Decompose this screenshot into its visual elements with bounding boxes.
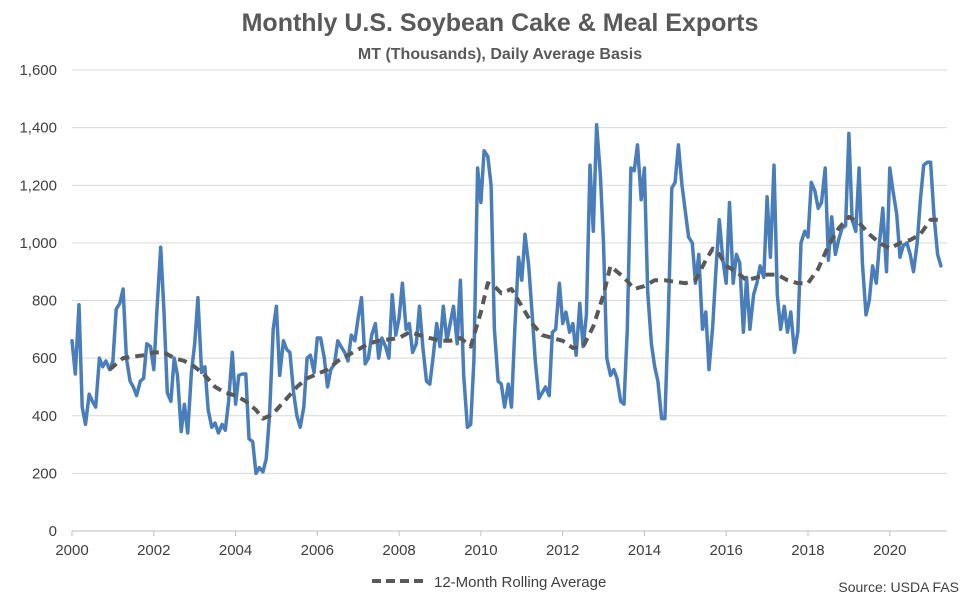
series-line-rolling-average: [108, 214, 941, 421]
x-tick-label: 2000: [55, 542, 88, 559]
y-tick-label: 600: [32, 350, 57, 367]
series-line-monthly-exports: [70, 122, 943, 476]
x-tick-label: 2006: [301, 542, 334, 559]
chart-title: Monthly U.S. Soybean Cake & Meal Exports: [242, 9, 759, 37]
y-tick-label: 1,600: [19, 62, 57, 79]
x-tick-label: 2016: [710, 542, 743, 559]
y-axis-tick-labels: 0 200 400 600 800 1,000 1,200 1,400 1,600: [19, 62, 57, 540]
chart-subtitle: MT (Thousands), Daily Average Basis: [358, 46, 642, 63]
x-tick-label: 2014: [628, 542, 661, 559]
y-tick-label: 1,000: [19, 235, 57, 252]
y-tick-label: 800: [32, 293, 57, 310]
axes: [71, 530, 947, 536]
y-tick-label: 200: [32, 465, 57, 482]
x-tick-label: 2008: [382, 542, 415, 559]
gridlines: [72, 69, 947, 474]
x-axis-tick-labels: 2000 2002 2004 2006 2008 2010 2012 2014 2016 2018…: [55, 542, 906, 559]
legend-label-rolling-average: 12-Month Rolling Average: [434, 574, 606, 591]
data-series: [70, 122, 943, 476]
y-tick-label: 1,200: [19, 177, 57, 194]
y-tick-label: 0: [49, 523, 57, 540]
source-note: Source: USDA FAS: [838, 579, 959, 595]
legend: 12-Month Rolling Average: [372, 574, 606, 591]
y-tick-label: 400: [32, 408, 57, 425]
x-tick-label: 2002: [137, 542, 170, 559]
x-tick-label: 2004: [219, 542, 252, 559]
x-tick-label: 2020: [873, 542, 906, 559]
y-tick-label: 1,400: [19, 120, 57, 137]
x-tick-label: 2010: [464, 542, 497, 559]
x-tick-label: 2012: [546, 542, 579, 559]
x-tick-label: 2018: [791, 542, 824, 559]
